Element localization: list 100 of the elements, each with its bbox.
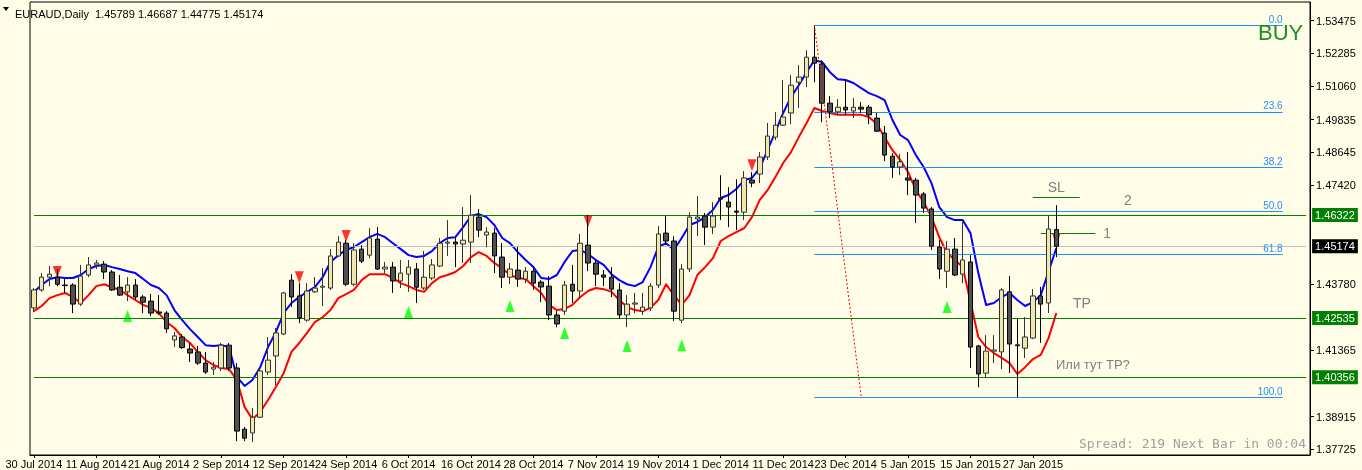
x-tick-label: 5 Jan 2015 xyxy=(880,457,936,470)
candlestick xyxy=(265,336,271,376)
x-tick-label: 28 Oct 2014 xyxy=(503,457,564,470)
candlestick xyxy=(195,345,201,366)
candlestick xyxy=(468,194,474,264)
candlestick xyxy=(437,237,443,268)
candlestick xyxy=(562,280,567,316)
candlestick xyxy=(375,226,380,271)
candlestick xyxy=(351,242,357,287)
candlestick xyxy=(687,211,692,273)
point xyxy=(505,299,515,312)
annotation: 50.0 xyxy=(1263,199,1284,211)
candlestick xyxy=(78,264,83,307)
x-tick-label: 12 Sep 2014 xyxy=(252,457,315,470)
candlestick xyxy=(328,248,333,291)
candlestick xyxy=(788,74,794,125)
point xyxy=(747,159,757,172)
candlestick xyxy=(140,294,146,314)
candlestick xyxy=(445,219,450,257)
annotation: 2 xyxy=(1124,192,1132,208)
candlestick xyxy=(39,272,44,293)
candlestick xyxy=(913,177,919,224)
x-tick-label: 6 Oct 2014 xyxy=(381,457,436,470)
candlestick xyxy=(218,342,224,372)
x-tick-label: 2 Sep 2014 xyxy=(193,457,250,470)
candlestick xyxy=(905,151,911,196)
candlestick xyxy=(734,178,739,231)
ref-line-label: 1 xyxy=(1103,225,1112,242)
candlestick xyxy=(897,153,903,176)
candlestick xyxy=(250,407,255,443)
candlestick xyxy=(117,274,123,297)
candlestick xyxy=(414,262,419,304)
candlestick xyxy=(968,254,973,369)
candlestick xyxy=(812,24,817,83)
candlestick xyxy=(523,266,528,284)
candlestick xyxy=(421,250,427,291)
candlestick xyxy=(983,334,989,379)
candlestick xyxy=(874,112,880,133)
candlestick xyxy=(593,259,599,287)
point xyxy=(560,326,570,339)
candlestick xyxy=(312,276,318,294)
candlestick xyxy=(133,278,138,301)
candlestick xyxy=(632,292,638,314)
candlestick xyxy=(890,152,895,179)
x-tick-label: 11 Aug 2014 xyxy=(65,457,127,470)
candlestick xyxy=(398,259,403,289)
candlestick xyxy=(1015,318,1020,398)
candlestick xyxy=(515,246,521,288)
annotation: Или тут TP? xyxy=(1056,357,1130,372)
candlestick xyxy=(273,327,279,386)
candlestick xyxy=(546,275,552,321)
point xyxy=(294,271,304,284)
candlestick xyxy=(531,267,536,291)
x-tick-label: 1 Dec 2014 xyxy=(692,457,749,470)
candlestick xyxy=(843,79,848,116)
point xyxy=(942,301,952,314)
ref-line-label: 1.40356 xyxy=(1315,371,1355,384)
candlestick xyxy=(382,261,388,274)
annotation: 0.0 xyxy=(1268,13,1284,25)
candlestick xyxy=(624,294,630,328)
candlestick xyxy=(944,240,950,289)
candlestick xyxy=(976,344,981,388)
candlestick xyxy=(617,282,622,320)
y-tick-label: 1.52285 xyxy=(1316,46,1356,59)
candlestick xyxy=(179,333,185,350)
candlestick xyxy=(656,225,661,289)
candlestick xyxy=(257,367,263,419)
candlestick xyxy=(101,260,107,280)
point xyxy=(677,339,687,352)
candlestick xyxy=(156,294,162,316)
candlestick xyxy=(125,276,130,302)
candlestick xyxy=(1022,316,1028,359)
candlestick xyxy=(702,212,708,246)
candlestick xyxy=(242,426,247,442)
candlestick xyxy=(858,101,864,114)
candlestick xyxy=(851,97,856,119)
candlestick xyxy=(773,111,778,141)
candlestick xyxy=(211,361,216,376)
candlestick xyxy=(234,362,240,442)
y-tick-label: 1.43780 xyxy=(1316,278,1356,291)
candlestick xyxy=(289,273,294,308)
x-tick-label: 15 Jan 2015 xyxy=(940,457,1001,470)
candlestick xyxy=(554,310,560,328)
x-tick-label: 19 Nov 2014 xyxy=(627,457,690,470)
candlestick xyxy=(31,287,37,313)
candlestick xyxy=(718,174,723,221)
candlestick xyxy=(1030,288,1036,340)
candlestick xyxy=(757,151,763,184)
candlestick xyxy=(866,104,872,125)
candlestick xyxy=(1038,286,1043,344)
candlestick xyxy=(695,195,700,237)
candlestick xyxy=(570,264,575,304)
candlestick xyxy=(62,278,68,294)
y-tick-label: 1.37725 xyxy=(1316,442,1356,455)
candlestick xyxy=(109,269,115,292)
candlestick xyxy=(804,49,809,88)
candlestick xyxy=(1046,215,1051,314)
candlestick xyxy=(507,262,513,285)
candlestick xyxy=(406,259,411,293)
y-tick-label: 1.38915 xyxy=(1316,410,1356,423)
